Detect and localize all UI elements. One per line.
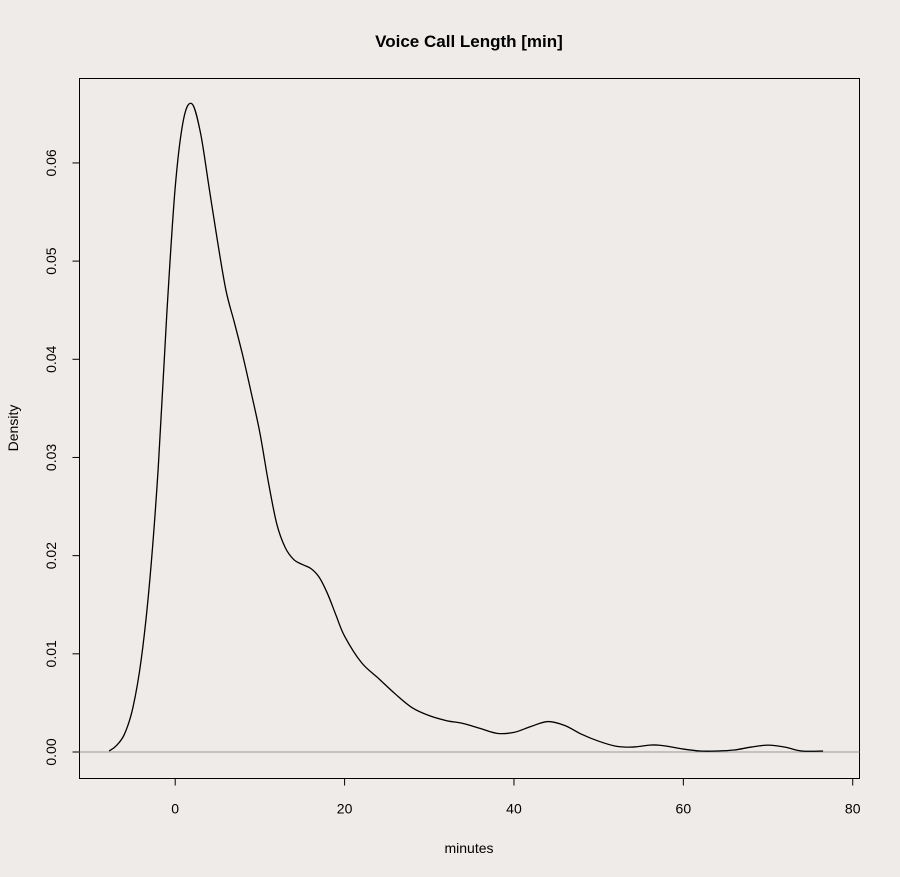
x-tick-label: 40 <box>506 801 522 817</box>
y-tick-label: 0.01 <box>43 640 59 667</box>
density-curve <box>108 102 824 752</box>
y-tick-label: 0.05 <box>43 247 59 274</box>
x-tick-label: 60 <box>676 801 692 817</box>
chart-title: Voice Call Length [min] <box>375 32 563 51</box>
y-tick-label: 0.04 <box>43 345 59 372</box>
plot-frame <box>79 78 860 779</box>
x-tick-label: 20 <box>337 801 353 817</box>
x-tick-label: 0 <box>171 801 179 817</box>
x-axis: 0 20 40 60 80 <box>171 778 861 817</box>
y-tick-label: 0.03 <box>43 444 59 471</box>
x-axis-label: minutes <box>444 840 493 856</box>
y-axis-label: Density <box>5 405 21 452</box>
y-axis: 0.00 0.01 0.02 0.03 0.04 0.05 0.06 <box>43 149 80 766</box>
y-tick-label: 0.02 <box>43 542 59 569</box>
y-tick-label: 0.00 <box>43 738 59 765</box>
x-tick-label: 80 <box>845 801 861 817</box>
y-tick-label: 0.06 <box>43 149 59 176</box>
